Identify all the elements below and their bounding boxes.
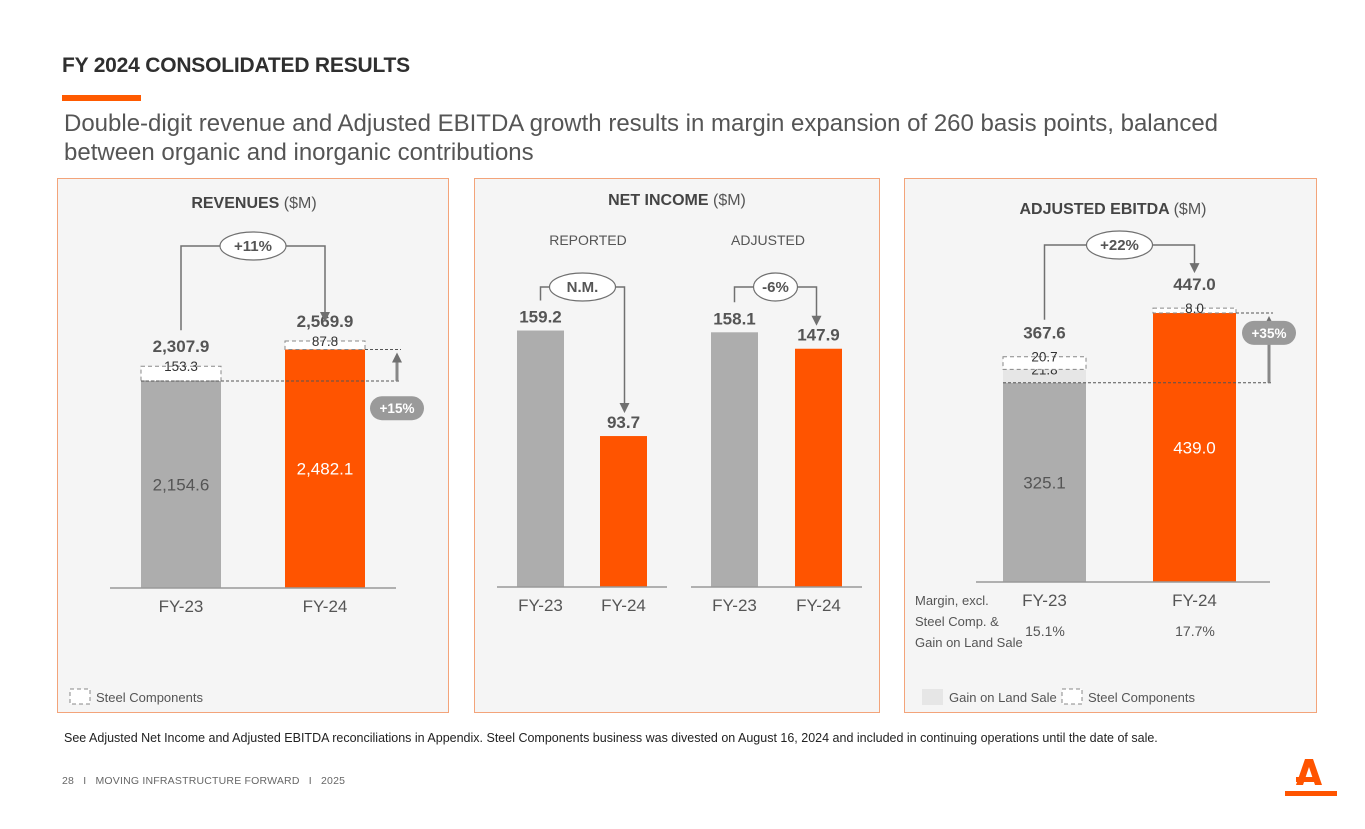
footer-year: 2025 xyxy=(320,775,346,787)
net-income-change-adjusted-label: -6% xyxy=(762,279,789,296)
page-number: 28 xyxy=(62,775,75,787)
net-income-bar-reported-fy-23 xyxy=(517,330,564,587)
net-income-chart: NET INCOME ($M) REPORTED 159.2 FY-23 93.7 FY-… xyxy=(497,192,862,615)
ebitda-growth-pill xyxy=(1242,320,1296,345)
revenues-base-label: 2,482.1 xyxy=(297,460,354,479)
net-income-tick-label: FY-24 xyxy=(796,596,841,615)
revenues-legend-swatch-steel xyxy=(69,688,91,705)
net-income-value-label: 158.1 xyxy=(713,309,756,328)
revenues-title: REVENUES ($M) xyxy=(191,195,316,212)
ebitda-bar-base-fy-24 xyxy=(1153,312,1236,582)
net-income-title: NET INCOME ($M) xyxy=(608,192,746,209)
net-income-bar-adjusted-fy-23 xyxy=(711,332,758,587)
ebitda-segment-label: 8.0 xyxy=(1185,301,1204,316)
net-income-tick-label: FY-24 xyxy=(601,596,646,615)
net-income-value-label: 147.9 xyxy=(797,326,840,345)
ebitda-growth-total-oval xyxy=(1085,230,1154,260)
ebitda-total-label: 447.0 xyxy=(1173,275,1216,294)
ebitda-margin-caption-line: Margin, excl. xyxy=(915,593,989,608)
ebitda-bar-steel-components-fy-24 xyxy=(1152,307,1237,314)
revenues-legend-label-steel: Steel Components xyxy=(96,690,203,705)
page-title: FY 2024 CONSOLIDATED RESULTS xyxy=(62,54,410,77)
adjusted-ebitda-chart: ADJUSTED EBITDA ($M)325.121.820.7367.6FY… xyxy=(915,201,1296,705)
footer-tagline: MOVING INFRASTRUCTURE FORWARD xyxy=(95,775,300,787)
revenues-growth-excl-label: +15% xyxy=(380,401,415,416)
ebitda-margin-caption-line: Gain on Land Sale xyxy=(915,635,1023,650)
revenues-growth-total-oval xyxy=(219,231,287,261)
net-income-bar-adjusted-fy-24 xyxy=(795,348,842,587)
revenues-bar-base-fy-23 xyxy=(141,380,221,588)
net-income-tick-label: FY-23 xyxy=(518,596,563,615)
ebitda-legend-swatch-steel xyxy=(1061,688,1083,705)
page-subtitle: Double-digit revenue and Adjusted EBITDA… xyxy=(64,110,1219,166)
footnote: See Adjusted Net Income and Adjusted EBI… xyxy=(64,731,1158,745)
ebitda-tick-label: FY-23 xyxy=(1022,591,1067,610)
ebitda-growth-excl-label: +35% xyxy=(1252,326,1287,341)
adjusted-ebitda-panel: ADJUSTED EBITDA ($M) 325.1 21.8 20.7 367.6 FY… xyxy=(904,178,1317,713)
ebitda-bar-steel-components-fy-23 xyxy=(1002,356,1087,370)
ebitda-total-label: 367.6 xyxy=(1023,324,1066,343)
ebitda-bar-gain-on-land-sale-fy-23 xyxy=(1003,369,1086,383)
arcosa-logo-icon xyxy=(1285,759,1337,796)
revenues-tick-label: FY-23 xyxy=(159,597,204,616)
footer: 28 I MOVING INFRASTRUCTURE FORWARD I 202… xyxy=(62,775,351,787)
revenues-bar-base-fy-24 xyxy=(285,349,365,588)
ebitda-title: ADJUSTED EBITDA ($M) xyxy=(1020,201,1207,218)
net-income-change-reported-label: N.M. xyxy=(567,279,599,296)
net-income-panel: NET INCOME ($M) REPORTED 159.2 FY-23 93.7 FY-… xyxy=(474,178,880,713)
ebitda-base-label: 439.0 xyxy=(1173,438,1216,457)
ebitda-margin-caption-line: Steel Comp. & xyxy=(915,614,999,629)
ebitda-margin-value: 17.7% xyxy=(1175,623,1215,639)
ebitda-bar-base-fy-23 xyxy=(1003,382,1086,582)
net-income-group-adjusted: ADJUSTED xyxy=(731,232,805,248)
ebitda-legend-label-steel: Steel Components xyxy=(1088,690,1195,705)
revenues-chart: REVENUES ($M) 2,154.6 153.3 2,307.9 FY-23 2,4… xyxy=(69,195,424,705)
net-income-bar-reported-fy-24 xyxy=(600,436,647,587)
net-income-change-adjusted-oval xyxy=(752,272,799,302)
footer-separator-1: I xyxy=(83,775,87,787)
revenues-growth-total-label: +11% xyxy=(234,238,272,255)
title-accent-bar xyxy=(62,95,141,101)
ebitda-legend-label-land: Gain on Land Sale xyxy=(949,690,1057,705)
net-income-value-label: 93.7 xyxy=(607,413,640,432)
revenues-bar-steel-components-fy-24 xyxy=(284,340,366,350)
net-income-value-label: 159.2 xyxy=(519,308,562,327)
footer-separator-2: I xyxy=(308,775,312,787)
net-income-group-reported: REPORTED xyxy=(549,232,627,248)
revenues-segment-label: 153.3 xyxy=(164,359,198,374)
ebitda-margin-value: 15.1% xyxy=(1025,623,1065,639)
ebitda-legend-swatch-land xyxy=(922,689,943,705)
ebitda-segment-label: 20.7 xyxy=(1031,350,1057,365)
ebitda-growth-total-label: +22% xyxy=(1100,237,1139,254)
revenues-tick-label: FY-24 xyxy=(303,597,348,616)
ebitda-base-label: 325.1 xyxy=(1023,473,1066,492)
ebitda-tick-label: FY-24 xyxy=(1172,591,1217,610)
revenues-panel: REVENUES ($M) 2,154.6 153.3 2,307.9 FY-23 2,4… xyxy=(57,178,449,713)
revenues-base-label: 2,154.6 xyxy=(153,475,210,494)
revenues-total-label: 2,307.9 xyxy=(153,337,210,356)
net-income-tick-label: FY-23 xyxy=(712,596,757,615)
revenues-growth-pill xyxy=(370,396,424,421)
net-income-change-reported-oval xyxy=(548,272,617,302)
revenues-segment-label: 87.8 xyxy=(312,334,338,349)
